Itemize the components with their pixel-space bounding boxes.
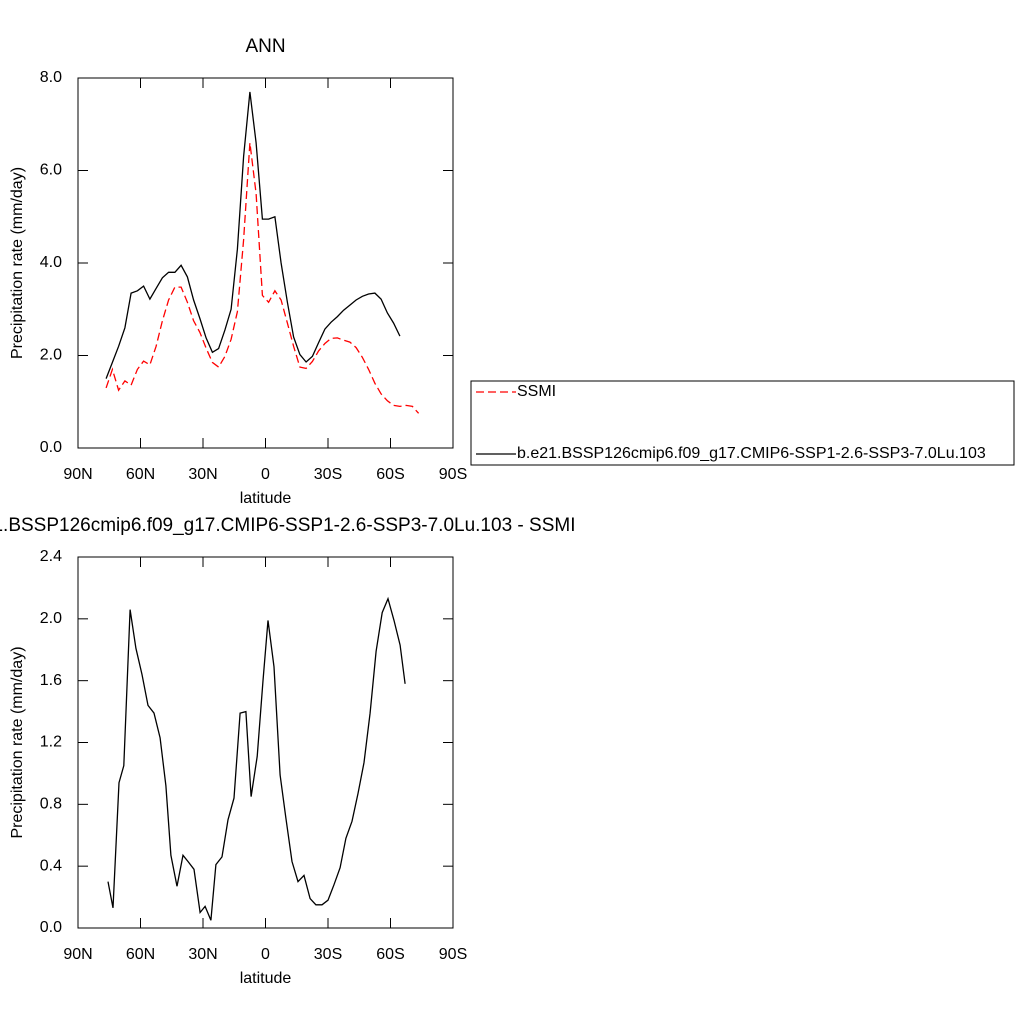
legend-box xyxy=(470,380,1015,466)
x-tick-label: 0 xyxy=(261,946,270,963)
x-tick-label: 60S xyxy=(376,946,404,963)
plot-frame xyxy=(77,556,454,929)
x-tick-label: 60N xyxy=(126,466,155,483)
x-tick-label: 30S xyxy=(314,946,342,963)
x-tick-label: 30N xyxy=(188,946,217,963)
x-tick-label: 30N xyxy=(188,466,217,483)
y-tick-label: 0.0 xyxy=(40,439,62,456)
chart-title: ANN xyxy=(245,36,285,57)
y-axis-label: Precipitation rate (mm/day) xyxy=(9,646,26,838)
y-tick-label: 1.2 xyxy=(40,734,62,751)
y-tick-label: 0.4 xyxy=(40,857,62,874)
x-tick-label: 30S xyxy=(314,466,342,483)
chart-title: b.e21.BSSP126cmip6.f09_g17.CMIP6-SSP1-2.… xyxy=(0,515,575,536)
plot-frame xyxy=(77,77,454,449)
x-tick-label: 90N xyxy=(63,946,92,963)
y-tick-label: 6.0 xyxy=(40,162,62,179)
y-tick-label: 2.4 xyxy=(40,548,62,565)
legend-label: b.e21.BSSP126cmip6.f09_g17.CMIP6-SSP1-2.… xyxy=(517,445,986,462)
y-tick-label: 0.8 xyxy=(40,796,62,813)
data-line xyxy=(105,142,420,414)
x-tick-label: 90S xyxy=(439,946,467,963)
y-tick-label: 8.0 xyxy=(40,69,62,86)
y-tick-label: 4.0 xyxy=(40,254,62,271)
x-tick-label: 90S xyxy=(439,466,467,483)
x-tick-label: 90N xyxy=(63,466,92,483)
y-axis-label: Precipitation rate (mm/day) xyxy=(9,167,26,359)
x-axis-label: latitude xyxy=(240,970,292,987)
x-tick-label: 0 xyxy=(261,466,270,483)
y-tick-label: 2.0 xyxy=(40,610,62,627)
x-axis-label: latitude xyxy=(240,490,292,507)
y-tick-label: 0.0 xyxy=(40,919,62,936)
data-line xyxy=(105,91,401,379)
data-line xyxy=(107,596,406,921)
y-tick-label: 2.0 xyxy=(40,347,62,364)
x-tick-label: 60S xyxy=(376,466,404,483)
legend-label: SSMI xyxy=(517,383,556,400)
y-tick-label: 1.6 xyxy=(40,672,62,689)
x-tick-label: 60N xyxy=(126,946,155,963)
